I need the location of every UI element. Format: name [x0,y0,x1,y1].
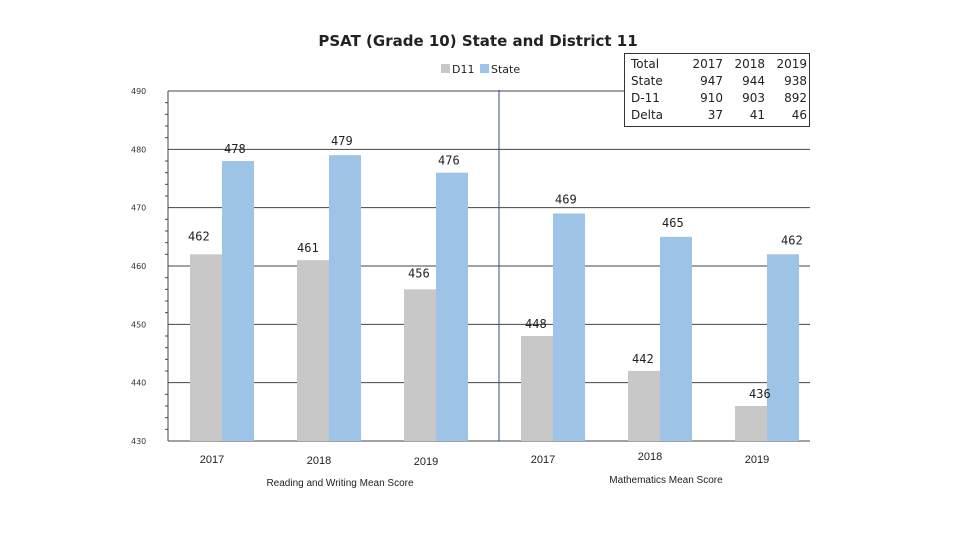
bar-d11 [190,254,222,441]
totals-cell: 892 [784,91,807,105]
bar-state [222,161,254,441]
totals-cell: 910 [700,91,723,105]
totals-cell: 46 [791,108,807,122]
data-label-state: 478 [224,142,246,156]
group-label-math: Mathematics Mean Score [609,475,723,486]
bar-d11 [628,371,660,441]
totals-row-delta: Delta 37 41 46 [631,107,807,124]
x-tick-label: 2017 [531,454,555,466]
bar-d11 [735,406,767,441]
totals-row-state: State 947 944 938 [631,73,807,90]
x-tick-label: 2018 [307,455,331,467]
bar-state [329,155,361,441]
y-tick-label: 490 [131,87,146,96]
bars [190,155,799,441]
y-tick-label: 460 [131,262,146,271]
data-label-state: 465 [662,216,684,230]
data-label-d11: 456 [408,266,430,280]
y-tick-label: 430 [131,437,146,446]
bar-d11 [521,336,553,441]
totals-cell: 947 [700,74,723,88]
bar-state [767,254,799,441]
bar-d11 [404,289,436,441]
data-label-d11: 436 [749,387,771,401]
legend-label-d11: D11 [452,63,474,76]
data-labels: 462 478 461 479 456 476 448 469 442 465 436 462 [188,134,803,401]
totals-header-cell: 2019 [776,57,807,71]
y-tick-label: 470 [131,204,146,213]
axes: 430 440 450 460 470 480 490 [131,87,500,446]
grid [168,90,810,442]
y-tick-label: 440 [131,379,146,388]
data-label-state: 469 [555,193,577,207]
data-label-d11: 462 [188,229,210,243]
totals-table: Total 2017 2018 2019 State 947 944 938 D… [624,53,810,127]
totals-header-cell: 2017 [692,57,723,71]
data-label-state: 462 [781,233,803,247]
totals-header-cell: Total [631,57,660,71]
totals-cell: 938 [784,74,807,88]
legend-swatch-state [480,64,489,73]
legend: D11 State [441,63,520,76]
legend-swatch-d11 [441,64,450,73]
bar-state [436,172,468,441]
totals-header-cell: 2018 [734,57,765,71]
x-tick-label: 2017 [200,454,224,466]
totals-cell: State [631,74,663,88]
x-tick-label: 2018 [638,451,662,463]
data-label-state: 476 [438,154,460,168]
y-tick-label: 450 [131,320,146,329]
bar-d11 [297,260,329,441]
totals-cell: Delta [631,108,664,122]
bar-state [660,236,692,441]
bar-state [553,213,585,441]
totals-cell: 41 [749,108,765,122]
legend-label-state: State [491,63,520,76]
data-label-d11: 442 [632,352,654,366]
data-label-d11: 461 [297,241,319,255]
x-tick-label: 2019 [745,454,769,466]
x-tick-label: 2019 [414,456,438,468]
totals-cell: 37 [707,108,723,122]
totals-cell: D-11 [631,91,660,105]
y-tick-label: 480 [131,145,146,154]
totals-row-d11: D-11 910 903 892 [631,90,807,107]
totals-header-row: Total 2017 2018 2019 [631,56,807,73]
totals-cell: 944 [742,74,765,88]
data-label-d11: 448 [525,317,547,331]
data-label-state: 479 [331,134,353,148]
chart-title: PSAT (Grade 10) State and District 11 [318,32,637,50]
group-label-reading: Reading and Writing Mean Score [266,478,414,489]
totals-cell: 903 [742,91,765,105]
